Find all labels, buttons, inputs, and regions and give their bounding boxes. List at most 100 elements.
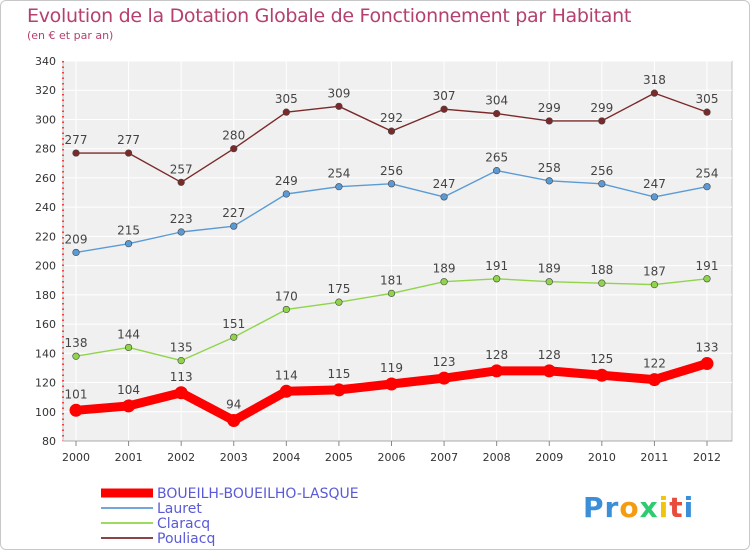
- data-label: 189: [433, 262, 456, 276]
- data-point: [598, 117, 606, 125]
- data-point: [387, 180, 396, 188]
- x-tick-label: 2001: [115, 451, 143, 464]
- y-tick-label: 100: [35, 406, 56, 419]
- y-tick-label: 320: [35, 84, 56, 97]
- data-label: 175: [327, 282, 350, 296]
- chart-subtitle: (en € et par an): [27, 29, 114, 42]
- data-point: [335, 183, 343, 191]
- data-label: 138: [65, 336, 88, 350]
- data-point: [440, 193, 448, 201]
- x-tick-label: 2009: [535, 451, 563, 464]
- y-tick-label: 80: [42, 435, 56, 448]
- data-label: 254: [327, 167, 350, 181]
- legend-label: Pouliacq: [157, 531, 215, 547]
- data-point: [595, 368, 609, 382]
- y-tick-label: 180: [35, 289, 56, 302]
- data-point: [174, 386, 188, 400]
- data-label: 114: [275, 368, 298, 382]
- y-tick-label: 240: [35, 201, 56, 214]
- data-point: [335, 102, 343, 110]
- data-label: 249: [275, 174, 298, 188]
- data-label: 144: [117, 327, 140, 341]
- x-tick-label: 2004: [272, 451, 300, 464]
- data-label: 299: [590, 101, 613, 115]
- data-point: [493, 167, 501, 175]
- data-label: 122: [643, 357, 666, 371]
- data-point: [230, 333, 238, 341]
- data-point: [177, 357, 185, 365]
- y-tick-label: 200: [35, 260, 56, 273]
- data-label: 309: [327, 86, 350, 100]
- data-point: [440, 105, 448, 113]
- data-label: 135: [170, 341, 193, 355]
- data-label: 187: [643, 265, 666, 279]
- x-tick-label: 2007: [430, 451, 458, 464]
- data-label: 265: [485, 151, 508, 165]
- data-label: 277: [117, 133, 140, 147]
- data-point: [72, 149, 80, 157]
- data-label: 257: [170, 162, 193, 176]
- y-tick-label: 120: [35, 377, 56, 390]
- y-tick-label: 260: [35, 172, 56, 185]
- legend-label: Claracq: [157, 516, 210, 532]
- data-label: 133: [696, 341, 719, 355]
- data-point: [440, 278, 448, 286]
- data-label: 125: [590, 352, 613, 366]
- data-point: [385, 377, 398, 391]
- data-label: 94: [226, 398, 241, 412]
- data-label: 215: [117, 224, 140, 238]
- y-tick-label: 280: [35, 143, 56, 156]
- data-point: [335, 298, 343, 306]
- data-point: [650, 193, 659, 201]
- data-point: [72, 352, 80, 360]
- data-label: 128: [538, 348, 561, 362]
- data-point: [493, 110, 501, 118]
- data-label: 191: [485, 259, 508, 273]
- x-tick-label: 2000: [62, 451, 90, 464]
- x-tick-label: 2012: [693, 451, 721, 464]
- data-label: 277: [65, 133, 88, 147]
- data-label: 101: [65, 387, 88, 401]
- y-tick-label: 140: [35, 347, 56, 360]
- data-point: [703, 108, 711, 116]
- data-point: [124, 343, 133, 352]
- data-point: [72, 248, 80, 257]
- data-point: [545, 278, 553, 286]
- data-point: [647, 373, 661, 387]
- x-tick-label: 2011: [640, 451, 668, 464]
- data-label: 119: [380, 361, 403, 375]
- data-label: 280: [222, 129, 245, 143]
- x-tick-label: 2002: [167, 451, 195, 464]
- data-label: 115: [327, 367, 350, 381]
- data-point: [124, 149, 133, 157]
- data-label: 181: [380, 273, 403, 287]
- data-point: [545, 177, 553, 185]
- data-label: 305: [275, 92, 298, 106]
- data-point: [282, 108, 290, 116]
- data-point: [437, 371, 451, 385]
- data-point: [650, 281, 659, 289]
- y-tick-label: 340: [35, 55, 56, 68]
- data-label: 170: [275, 289, 298, 303]
- x-tick-label: 2003: [220, 451, 248, 464]
- data-point: [279, 384, 293, 398]
- legend-label: Lauret: [157, 501, 202, 517]
- data-label: 223: [170, 212, 193, 226]
- data-point: [230, 145, 238, 153]
- proxiti-logo: Proxiti: [583, 491, 694, 524]
- data-label: 209: [65, 232, 88, 246]
- data-point: [490, 364, 504, 378]
- y-tick-label: 220: [35, 230, 56, 243]
- data-label: 305: [696, 92, 719, 106]
- data-point: [177, 228, 185, 236]
- data-label: 247: [643, 177, 666, 191]
- data-label: 258: [538, 161, 561, 175]
- data-point: [282, 305, 290, 314]
- data-label: 247: [433, 177, 456, 191]
- data-label: 307: [433, 89, 456, 103]
- data-label: 299: [538, 101, 561, 115]
- data-point: [650, 89, 659, 97]
- data-point: [227, 414, 241, 428]
